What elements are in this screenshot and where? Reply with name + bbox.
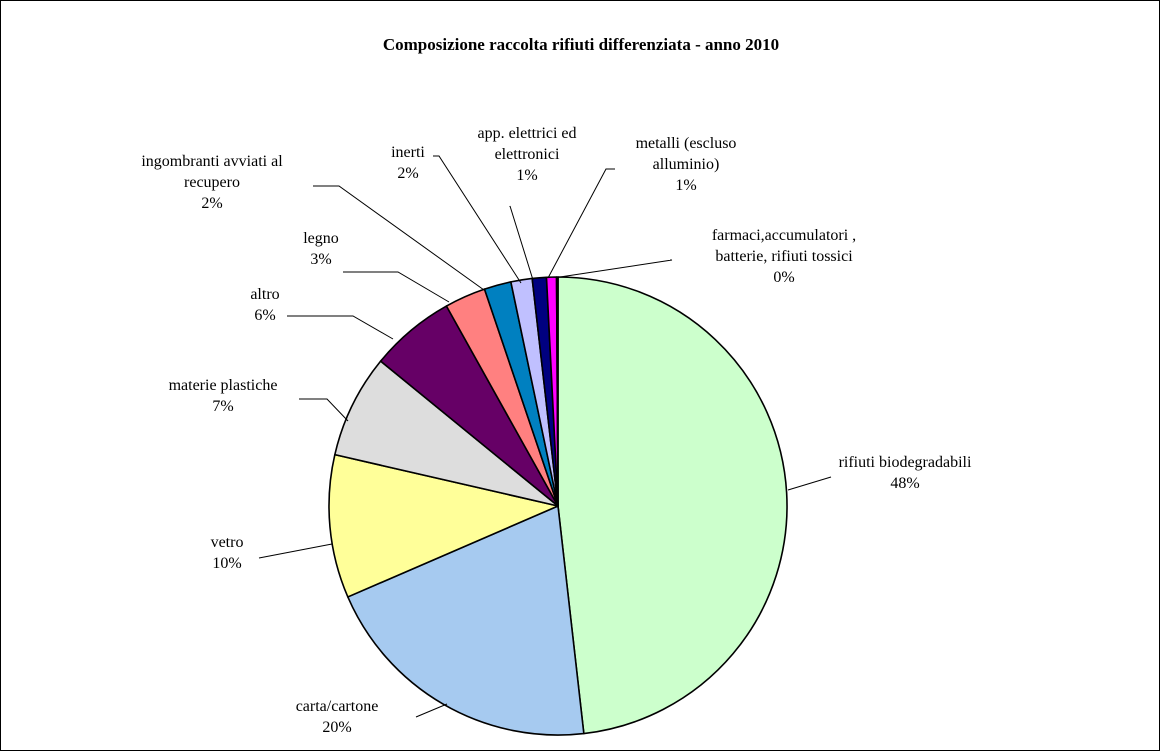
slice-percent-10: 0% xyxy=(773,269,794,286)
pie-slice-1 xyxy=(347,505,585,736)
leader-line-0 xyxy=(787,476,832,491)
slice-percent-5: 3% xyxy=(310,251,331,268)
slice-percent-2: 10% xyxy=(212,555,241,572)
leader-line-9 xyxy=(547,168,615,279)
slice-percent-0: 48% xyxy=(890,475,919,492)
chart-title: Composizione raccolta rifiuti differenzi… xyxy=(383,35,779,54)
leader-line-8 xyxy=(509,205,534,281)
leader-line-5 xyxy=(343,271,450,303)
leader-line-6 xyxy=(313,185,485,291)
slice-percent-3: 7% xyxy=(212,398,233,415)
slice-label-9: alluminio) xyxy=(653,156,720,173)
leader-line-10 xyxy=(559,259,673,278)
slice-label-2: vetro xyxy=(211,534,244,551)
slice-label-8: app. elettrici ed xyxy=(477,125,576,142)
slice-percent-4: 6% xyxy=(254,307,275,324)
slice-label-7: inerti xyxy=(391,144,425,161)
leader-lines xyxy=(258,155,832,718)
slice-percent-1: 20% xyxy=(322,719,351,736)
pie-slice-0 xyxy=(557,276,788,735)
pie-slice-10 xyxy=(555,276,559,507)
slice-percent-6: 2% xyxy=(201,195,222,212)
slice-percent-7: 2% xyxy=(397,165,418,182)
slice-label-10: batterie, rifiuti tossici xyxy=(715,248,853,265)
slice-percent-9: 1% xyxy=(675,177,696,194)
leader-line-4 xyxy=(287,315,394,340)
slice-label-4: altro xyxy=(250,286,279,303)
slice-label-9: metalli (escluso xyxy=(636,135,737,152)
pie-slice-3 xyxy=(334,360,559,507)
pie-slices xyxy=(328,276,788,736)
slice-label-0: rifiuti biodegradabili xyxy=(839,454,972,471)
slice-label-3: materie plastiche xyxy=(169,377,278,394)
pie-slice-2 xyxy=(328,453,559,598)
slice-label-5: legno xyxy=(303,230,339,247)
leader-line-2 xyxy=(258,543,333,559)
leader-line-1 xyxy=(415,703,448,718)
slice-label-8: elettronici xyxy=(495,146,560,163)
slice-percent-8: 1% xyxy=(516,167,537,184)
leader-line-3 xyxy=(299,398,349,422)
slice-label-6: ingombranti avviati al xyxy=(141,153,283,170)
slice-label-1: carta/cartone xyxy=(296,698,379,715)
slice-label-10: farmaci,accumulatori , xyxy=(712,227,856,244)
slice-label-6: recupero xyxy=(184,174,240,191)
slice-labels: rifiuti biodegradabili 48% carta/cartone 20… xyxy=(141,125,972,736)
leader-line-7 xyxy=(433,155,522,284)
